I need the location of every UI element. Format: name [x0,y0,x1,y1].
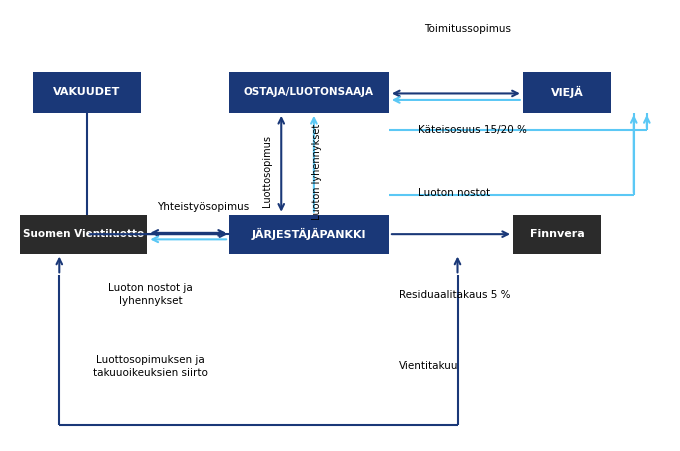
Text: Residuaalitakaus 5 %: Residuaalitakaus 5 % [398,290,510,300]
Text: Luottosopimus: Luottosopimus [262,135,272,207]
Text: Vientitakuu: Vientitakuu [398,361,458,371]
Text: Suomen Vientiluotto: Suomen Vientiluotto [23,229,144,239]
Bar [33,72,141,113]
Bar [513,215,601,253]
Bar [229,72,389,113]
Text: Luoton lyhennykset: Luoton lyhennykset [312,123,322,220]
Text: JÄRJESTÄJÄPANKKI: JÄRJESTÄJÄPANKKI [252,228,367,240]
Bar [229,215,389,253]
Text: Yhteistyösopimus: Yhteistyösopimus [157,202,250,212]
Bar [20,215,148,253]
Text: Finnvera: Finnvera [530,229,584,239]
Text: VAKUUDET: VAKUUDET [53,87,121,97]
Text: Luottosopimuksen ja
takuuoikeuksien siirto: Luottosopimuksen ja takuuoikeuksien siir… [93,354,208,378]
Text: OSTAJA/LUOTONSAAJA: OSTAJA/LUOTONSAAJA [244,87,374,97]
Text: VIEJÄ: VIEJÄ [551,86,583,98]
Text: Toimitussopimus: Toimitussopimus [424,23,511,33]
Text: Luoton nostot: Luoton nostot [418,188,490,198]
Text: Luoton nostot ja
lyhennykset: Luoton nostot ja lyhennykset [108,283,193,306]
Text: Käteisosuus 15/20 %: Käteisosuus 15/20 % [418,125,527,135]
Bar [523,72,611,113]
